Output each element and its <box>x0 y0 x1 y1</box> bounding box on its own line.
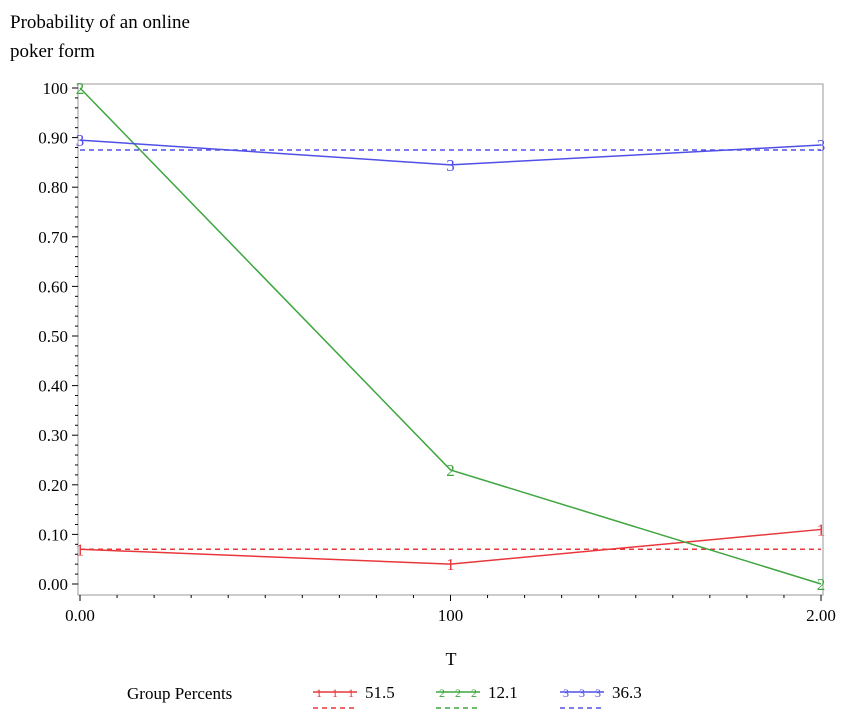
y-tick-label: 0.30 <box>38 426 68 445</box>
legend: 1 1 1 51.5 2 2 2 12.1 3 3 3 36.3 <box>313 683 642 709</box>
y-tick-label: 0.20 <box>38 476 68 495</box>
series-line-3 <box>79 139 822 166</box>
series-line-1 <box>79 528 822 565</box>
series-markers: 1 1 1 2 2 2 3 3 3 <box>76 79 826 594</box>
y-axis-title-line-2: poker form <box>10 41 95 62</box>
data-point-3: 3 <box>446 156 455 175</box>
legend-marker-2: 2 <box>455 686 461 700</box>
legend-title: Group Percents <box>127 684 232 703</box>
legend-marker-3: 3 <box>579 686 585 700</box>
series-line-2 <box>79 87 822 585</box>
x-axis-ticks: 0.00 100 2.00 <box>65 595 836 625</box>
legend-label-3: 36.3 <box>612 683 642 702</box>
data-point-3: 3 <box>817 136 826 155</box>
legend-marker-3: 3 <box>563 686 569 700</box>
data-point-2: 2 <box>817 575 826 594</box>
legend-label-2: 12.1 <box>488 683 518 702</box>
legend-label-1: 51.5 <box>365 683 395 702</box>
legend-marker-1: 1 <box>348 686 354 700</box>
mean-lines <box>80 149 821 551</box>
legend-marker-1: 1 <box>316 686 322 700</box>
y-tick-label: 0.80 <box>38 178 68 197</box>
x-axis-title: T <box>446 649 457 669</box>
y-tick-label: 0.60 <box>38 277 68 296</box>
y-axis-title-line-1: Probability of an online <box>10 12 190 33</box>
x-tick-label: 100 <box>438 606 464 625</box>
y-tick-label: 100 <box>43 79 69 98</box>
legend-marker-2: 2 <box>471 686 477 700</box>
data-point-2: 2 <box>446 461 455 480</box>
x-tick-label: 0.00 <box>65 606 95 625</box>
legend-marker-2: 2 <box>439 686 445 700</box>
x-tick-label: 2.00 <box>806 606 836 625</box>
data-point-2: 2 <box>76 79 85 98</box>
legend-marker-3: 3 <box>595 686 601 700</box>
legend-marker-1: 1 <box>332 686 338 700</box>
y-tick-label: 0.40 <box>38 377 68 396</box>
y-tick-label: 0.50 <box>38 327 68 346</box>
data-point-1: 1 <box>76 540 85 559</box>
series-lines <box>79 87 822 585</box>
y-axis-ticks: 0.00 0.10 0.20 0.30 0.40 0.50 0.60 0.70 0.80 0.90… <box>38 79 78 594</box>
data-point-3: 3 <box>76 131 85 150</box>
data-point-1: 1 <box>446 555 455 574</box>
data-point-1: 1 <box>817 520 826 539</box>
y-tick-label: 0.90 <box>38 129 68 148</box>
y-tick-label: 0.70 <box>38 228 68 247</box>
y-tick-label: 0.10 <box>38 525 68 544</box>
y-tick-label: 0.00 <box>38 575 68 594</box>
